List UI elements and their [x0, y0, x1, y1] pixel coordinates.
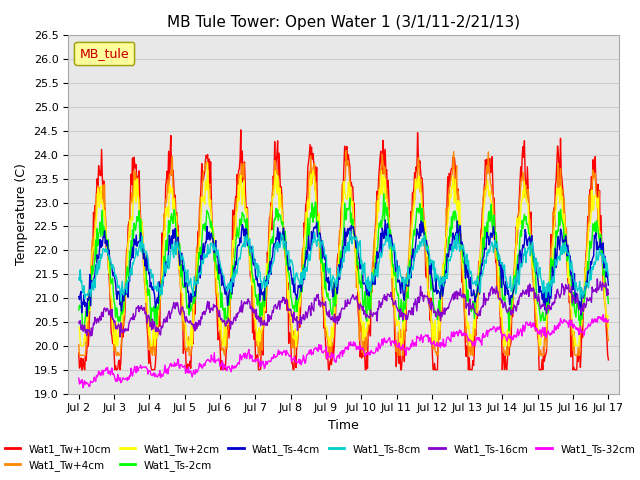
Line: Wat1_Ts-32cm: Wat1_Ts-32cm — [79, 314, 609, 388]
Line: Wat1_Ts-4cm: Wat1_Ts-4cm — [79, 220, 609, 316]
Wat1_Ts-16cm — [593, 276, 601, 282]
Wat1_Ts-4cm — [83, 313, 91, 319]
Wat1_Ts-2cm — [75, 307, 83, 313]
Line: Wat1_Tw+2cm: Wat1_Tw+2cm — [79, 163, 609, 346]
Wat1_Ts-2cm — [221, 321, 228, 326]
Wat1_Ts-32cm — [424, 332, 432, 338]
Y-axis label: Temperature (C): Temperature (C) — [15, 164, 28, 265]
Line: Wat1_Ts-16cm: Wat1_Ts-16cm — [79, 279, 609, 337]
Wat1_Ts-16cm — [424, 296, 432, 301]
Wat1_Ts-32cm — [75, 375, 83, 381]
Wat1_Tw+4cm — [410, 203, 417, 208]
Wat1_Ts-32cm — [140, 364, 147, 370]
Wat1_Tw+2cm — [85, 297, 93, 303]
Wat1_Tw+2cm — [605, 325, 612, 331]
Wat1_Ts-16cm — [75, 319, 83, 325]
Wat1_Tw+4cm — [140, 246, 147, 252]
Wat1_Ts-4cm — [75, 294, 83, 300]
Wat1_Tw+2cm — [75, 324, 83, 330]
Wat1_Ts-16cm — [84, 328, 92, 334]
Line: Wat1_Ts-8cm: Wat1_Ts-8cm — [79, 228, 609, 300]
Wat1_Tw+2cm — [77, 343, 84, 348]
Wat1_Tw+2cm — [140, 259, 147, 264]
Wat1_Ts-8cm — [221, 283, 229, 288]
Wat1_Tw+4cm — [193, 262, 201, 268]
Wat1_Ts-32cm — [221, 363, 229, 369]
Wat1_Ts-8cm — [605, 273, 612, 279]
Wat1_Tw+2cm — [410, 210, 417, 216]
Wat1_Ts-8cm — [117, 298, 125, 303]
Wat1_Ts-4cm — [425, 252, 433, 258]
Wat1_Tw+10cm — [410, 192, 417, 198]
Wat1_Ts-2cm — [505, 328, 513, 334]
Wat1_Ts-32cm — [79, 385, 87, 391]
Wat1_Ts-32cm — [193, 369, 201, 375]
X-axis label: Time: Time — [328, 419, 359, 432]
Wat1_Tw+2cm — [193, 251, 201, 256]
Wat1_Ts-32cm — [408, 337, 416, 343]
Wat1_Tw+10cm — [75, 350, 83, 356]
Wat1_Ts-2cm — [424, 243, 432, 249]
Wat1_Tw+4cm — [76, 352, 83, 358]
Wat1_Tw+10cm — [425, 300, 433, 306]
Wat1_Ts-2cm — [84, 304, 92, 310]
Wat1_Ts-16cm — [408, 306, 416, 312]
Wat1_Tw+10cm — [78, 367, 86, 372]
Wat1_Tw+10cm — [221, 367, 229, 372]
Wat1_Ts-16cm — [193, 320, 201, 326]
Wat1_Ts-2cm — [380, 191, 388, 197]
Wat1_Tw+2cm — [425, 287, 433, 293]
Wat1_Ts-32cm — [600, 312, 607, 317]
Wat1_Ts-4cm — [85, 293, 93, 299]
Wat1_Ts-4cm — [221, 291, 229, 297]
Legend: MB_tule: MB_tule — [74, 42, 134, 65]
Wat1_Ts-8cm — [425, 247, 433, 252]
Wat1_Ts-32cm — [605, 317, 612, 323]
Wat1_Ts-8cm — [410, 267, 417, 273]
Wat1_Tw+4cm — [605, 338, 612, 344]
Wat1_Tw+10cm — [140, 263, 147, 269]
Title: MB Tule Tower: Open Water 1 (3/1/11-2/21/13): MB Tule Tower: Open Water 1 (3/1/11-2/21… — [167, 15, 520, 30]
Wat1_Tw+10cm — [193, 247, 201, 252]
Wat1_Ts-8cm — [140, 241, 147, 247]
Wat1_Ts-16cm — [605, 291, 612, 297]
Wat1_Ts-4cm — [140, 256, 147, 262]
Wat1_Ts-4cm — [410, 246, 417, 252]
Wat1_Tw+4cm — [85, 293, 93, 299]
Line: Wat1_Tw+4cm: Wat1_Tw+4cm — [79, 151, 609, 355]
Wat1_Ts-4cm — [381, 217, 389, 223]
Wat1_Tw+10cm — [85, 328, 93, 334]
Wat1_Ts-2cm — [193, 277, 200, 283]
Wat1_Tw+10cm — [605, 357, 612, 363]
Wat1_Ts-16cm — [221, 324, 229, 329]
Wat1_Ts-2cm — [408, 243, 416, 249]
Wat1_Ts-4cm — [193, 278, 201, 284]
Wat1_Tw+4cm — [221, 345, 229, 350]
Wat1_Tw+4cm — [425, 288, 433, 293]
Wat1_Ts-16cm — [116, 334, 124, 340]
Wat1_Ts-2cm — [605, 300, 612, 306]
Wat1_Ts-8cm — [75, 275, 83, 281]
Wat1_Ts-8cm — [84, 290, 92, 296]
Wat1_Ts-4cm — [605, 282, 612, 288]
Legend: Wat1_Tw+10cm, Wat1_Tw+4cm, Wat1_Tw+2cm, Wat1_Ts-2cm, Wat1_Ts-4cm, Wat1_Ts-8cm, W: Wat1_Tw+10cm, Wat1_Tw+4cm, Wat1_Tw+2cm, … — [1, 439, 639, 475]
Wat1_Ts-32cm — [85, 384, 93, 389]
Line: Wat1_Ts-2cm: Wat1_Ts-2cm — [79, 194, 609, 331]
Wat1_Ts-8cm — [193, 279, 201, 285]
Wat1_Ts-8cm — [384, 226, 392, 231]
Wat1_Tw+2cm — [222, 331, 230, 336]
Wat1_Tw+10cm — [237, 127, 244, 133]
Wat1_Tw+4cm — [342, 148, 350, 154]
Wat1_Ts-2cm — [139, 251, 147, 257]
Wat1_Ts-16cm — [140, 305, 147, 311]
Wat1_Tw+4cm — [75, 342, 83, 348]
Wat1_Tw+2cm — [204, 160, 211, 166]
Line: Wat1_Tw+10cm: Wat1_Tw+10cm — [79, 130, 609, 370]
